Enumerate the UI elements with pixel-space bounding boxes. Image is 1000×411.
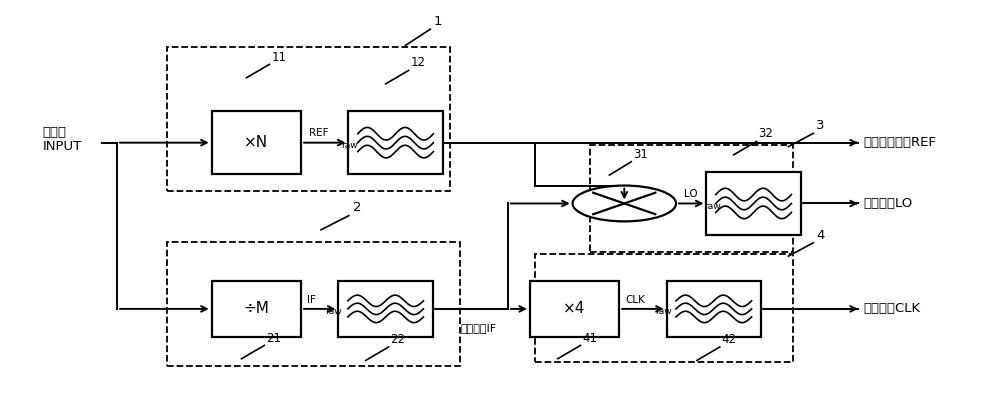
Bar — [530, 280, 619, 337]
Text: ×4: ×4 — [563, 301, 586, 316]
Text: raw: raw — [341, 141, 358, 150]
Text: 1: 1 — [433, 15, 442, 28]
Text: 12: 12 — [411, 56, 426, 69]
Text: ÷M: ÷M — [243, 301, 269, 316]
Text: 4: 4 — [816, 229, 825, 242]
Bar — [348, 111, 443, 174]
Text: raw: raw — [655, 307, 672, 316]
Bar — [212, 111, 301, 174]
Text: IF: IF — [307, 295, 316, 305]
Text: 41: 41 — [583, 332, 598, 344]
Text: 31: 31 — [633, 148, 648, 161]
Text: 22: 22 — [391, 333, 406, 346]
Bar — [706, 172, 801, 235]
Bar — [167, 242, 460, 366]
Text: raw: raw — [704, 202, 720, 211]
Text: 11: 11 — [271, 51, 286, 64]
Bar — [212, 280, 301, 337]
Text: 本振信号LO: 本振信号LO — [863, 197, 912, 210]
Bar — [167, 47, 450, 191]
Text: LO: LO — [684, 189, 698, 199]
Text: INPUT: INPUT — [43, 140, 82, 153]
Text: 3: 3 — [816, 119, 825, 132]
Text: 2: 2 — [353, 201, 361, 215]
Text: 参考工作信号REF: 参考工作信号REF — [863, 136, 936, 149]
Text: 42: 42 — [722, 333, 737, 346]
Text: raw: raw — [325, 307, 342, 316]
Text: 源信号: 源信号 — [43, 126, 67, 139]
Text: 32: 32 — [759, 127, 773, 140]
Bar — [338, 280, 433, 337]
Bar — [667, 280, 761, 337]
Text: 中频信号IF: 中频信号IF — [460, 323, 496, 333]
Text: 21: 21 — [266, 332, 281, 344]
Text: 时钟信号CLK: 时钟信号CLK — [863, 302, 920, 315]
Bar — [535, 254, 793, 362]
Ellipse shape — [573, 185, 676, 222]
Text: REF: REF — [309, 128, 329, 138]
Text: CLK: CLK — [625, 295, 645, 305]
Text: ×N: ×N — [244, 135, 268, 150]
Bar — [590, 145, 793, 252]
